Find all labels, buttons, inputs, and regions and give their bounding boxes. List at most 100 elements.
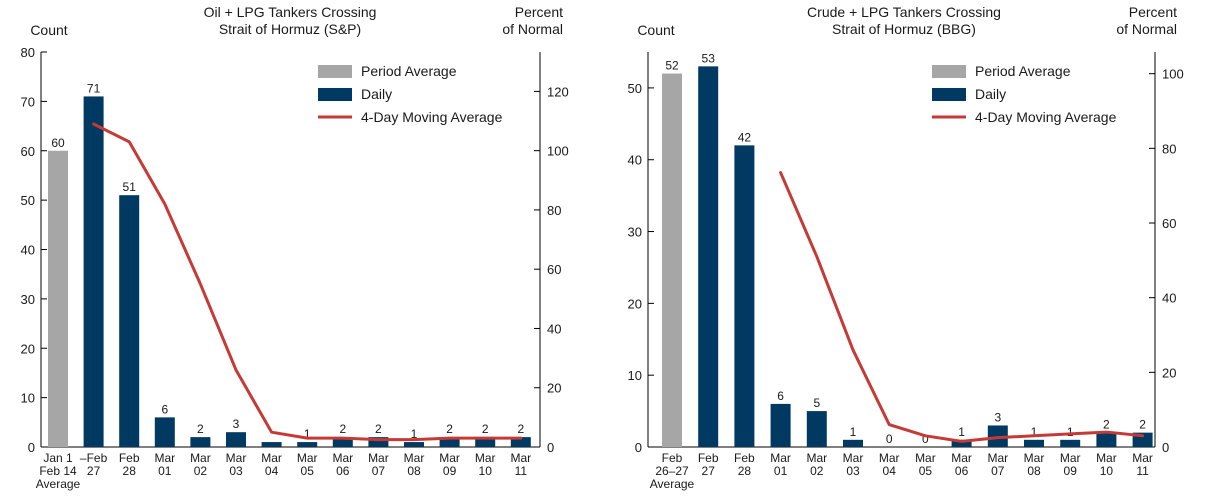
bar-value-label: 1 <box>1067 425 1074 439</box>
x-tick-label: Feb <box>119 451 140 465</box>
bar-value-label: 6 <box>777 389 784 403</box>
bar <box>261 442 282 447</box>
right-tick-label: 60 <box>547 262 561 277</box>
bar-value-label: 6 <box>161 402 168 416</box>
bar-value-label: 0 <box>886 432 893 446</box>
x-tick-label: 04 <box>883 464 897 478</box>
x-tick-label: 11 <box>515 464 528 478</box>
bar <box>154 417 175 447</box>
x-tick-label: 10 <box>479 464 493 478</box>
legend-swatch <box>318 65 352 78</box>
bar <box>698 66 719 447</box>
x-tick-label: Mar <box>1132 451 1153 465</box>
x-tick-label: 08 <box>1027 464 1041 478</box>
bar-value-label: 0 <box>922 432 929 446</box>
x-tick-label: Mar <box>915 451 936 465</box>
bar <box>297 442 318 447</box>
x-tick-label: 07 <box>372 464 386 478</box>
bar-value-label: 1 <box>958 425 965 439</box>
x-tick-label: Mar <box>404 451 425 465</box>
legend-label: 4-Day Moving Average <box>361 109 503 125</box>
left-tick-label: 20 <box>21 341 35 356</box>
bar-value-label: 2 <box>1103 418 1110 432</box>
left-tick-label: 40 <box>21 243 35 258</box>
x-tick-label: 02 <box>810 464 824 478</box>
legend-swatch <box>318 88 352 101</box>
x-tick-label: Feb 14 <box>39 464 77 478</box>
bar <box>770 403 791 447</box>
right-tick-label: 120 <box>547 84 569 99</box>
legend-label: Period Average <box>975 63 1071 79</box>
bar-value-label: 2 <box>197 422 204 436</box>
x-tick-label: 07 <box>991 464 1005 478</box>
legend-swatch <box>932 88 966 101</box>
left-tick-label: 70 <box>21 94 35 109</box>
x-tick-label: Feb <box>662 451 683 465</box>
x-tick-label: 03 <box>846 464 860 478</box>
right-tick-label: 80 <box>547 203 561 218</box>
bar-value-label: 3 <box>233 417 240 431</box>
x-tick-label: Mar <box>368 451 389 465</box>
legend: Period Average Daily 4-Day Moving Average <box>318 63 503 125</box>
x-tick-label: Mar <box>190 451 211 465</box>
chart-title: Oil + LPG Tankers Crossing <box>204 4 377 20</box>
bar <box>368 437 389 447</box>
right-axis-label: Percent <box>515 4 563 20</box>
x-tick-label: Mar <box>951 451 972 465</box>
x-tick-label: Jan 1 <box>43 451 73 465</box>
x-tick-label: Feb <box>698 451 719 465</box>
bar-value-label: 2 <box>339 422 346 436</box>
x-tick-label: Mar <box>987 451 1008 465</box>
left-axis-label: Count <box>637 22 674 38</box>
left-tick-label: 50 <box>628 81 642 96</box>
bar <box>475 437 496 447</box>
x-tick-label: –Feb <box>80 451 108 465</box>
x-tick-label: 01 <box>158 464 172 478</box>
right-tick-label: 40 <box>1162 291 1176 306</box>
bar-value-label: 1 <box>411 427 418 441</box>
legend: Period Average Daily 4-Day Moving Average <box>932 63 1117 125</box>
bar <box>48 150 68 447</box>
bar <box>510 437 531 447</box>
bar <box>1024 439 1044 447</box>
x-tick-label: 05 <box>919 464 933 478</box>
bar-value-label: 1 <box>304 427 311 441</box>
x-tick-label: Mar <box>510 451 531 465</box>
bar-value-label: 52 <box>665 59 679 73</box>
x-tick-label: 01 <box>774 464 788 478</box>
bar <box>843 439 863 447</box>
right-tick-label: 100 <box>547 144 569 159</box>
right-tick-label: 100 <box>1162 67 1184 82</box>
x-tick-label: Mar <box>226 451 247 465</box>
chart-title: Strait of Hormuz (BBG) <box>832 21 976 37</box>
right-tick-label: 20 <box>1162 365 1176 380</box>
x-tick-label: Mar <box>879 451 900 465</box>
left-tick-label: 10 <box>21 391 35 406</box>
right-axis-label: of Normal <box>1116 21 1177 37</box>
chart-title: Strait of Hormuz (S&P) <box>219 21 361 37</box>
bar-value-label: 42 <box>738 130 752 144</box>
bar-value-label: 53 <box>702 51 716 65</box>
x-tick-label: Mar <box>843 451 864 465</box>
bar <box>806 411 827 447</box>
left-axis-label: Count <box>30 22 67 38</box>
x-tick-label: 27 <box>702 464 716 478</box>
x-tick-label: Average <box>36 477 81 491</box>
bar <box>1096 432 1117 447</box>
right-tick-label: 60 <box>1162 216 1176 231</box>
legend-label: 4-Day Moving Average <box>975 109 1117 125</box>
bar <box>404 442 424 447</box>
left-tick-label: 10 <box>628 368 642 383</box>
legend-label: Period Average <box>361 63 457 79</box>
x-tick-label: Mar <box>806 451 827 465</box>
bar-value-label: 71 <box>87 81 101 95</box>
left-tick-label: 30 <box>628 225 642 240</box>
x-tick-label: 28 <box>123 464 137 478</box>
left-tick-label: 80 <box>21 45 35 60</box>
bar-value-label: 3 <box>994 410 1001 424</box>
left-tick-label: 20 <box>628 296 642 311</box>
x-tick-label: 05 <box>301 464 315 478</box>
bar-value-label: 5 <box>813 396 820 410</box>
moving-average-line <box>779 171 1145 443</box>
